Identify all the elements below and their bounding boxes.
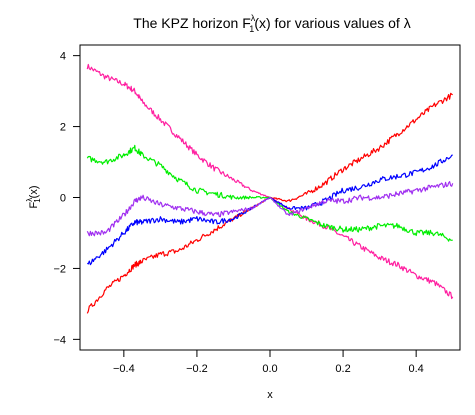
x-tick-label: −0.4 bbox=[113, 363, 135, 375]
x-tick-label: −0.2 bbox=[186, 363, 208, 375]
chart-title-sub: 1 bbox=[249, 24, 254, 34]
y-axis-label-main: F bbox=[28, 202, 40, 209]
y-tick-label: 0 bbox=[60, 193, 66, 205]
y-axis-label-sub: 1 bbox=[33, 198, 42, 203]
chart-title: The KPZ horizon Fλ 1(x) for various value… bbox=[133, 13, 410, 34]
series-line-1 bbox=[86, 63, 454, 300]
svg-text:Fλ1(x): Fλ1(x) bbox=[25, 185, 42, 208]
series-line-2 bbox=[86, 92, 453, 314]
x-tick-label: 0.2 bbox=[335, 363, 350, 375]
y-tick-label: −4 bbox=[53, 334, 66, 346]
x-tick-label: 0.4 bbox=[409, 363, 424, 375]
y-axis-label-sup: λ bbox=[25, 198, 34, 202]
y-tick-label: 4 bbox=[60, 51, 66, 63]
series-layer bbox=[86, 63, 454, 314]
y-axis-label-rest: (x) bbox=[28, 185, 40, 198]
y-tick-label: 2 bbox=[60, 122, 66, 134]
x-axis-label: x bbox=[267, 389, 273, 401]
chart-title-rest: (x) for various values of λ bbox=[254, 15, 410, 31]
x-axis: −0.4 −0.2 0.0 0.2 0.4 bbox=[113, 350, 424, 375]
series-line-3 bbox=[86, 144, 453, 242]
x-tick-label: 0.0 bbox=[262, 363, 277, 375]
y-tick-label: −2 bbox=[53, 263, 66, 275]
series-line-4 bbox=[86, 154, 453, 266]
y-axis: −4 −2 0 2 4 bbox=[53, 51, 80, 346]
y-axis-label: Fλ1(x) bbox=[25, 185, 42, 208]
chart-title-main: The KPZ horizon F bbox=[133, 15, 251, 31]
chart-title-sup: λ bbox=[251, 13, 256, 23]
series-line-5 bbox=[86, 181, 454, 237]
